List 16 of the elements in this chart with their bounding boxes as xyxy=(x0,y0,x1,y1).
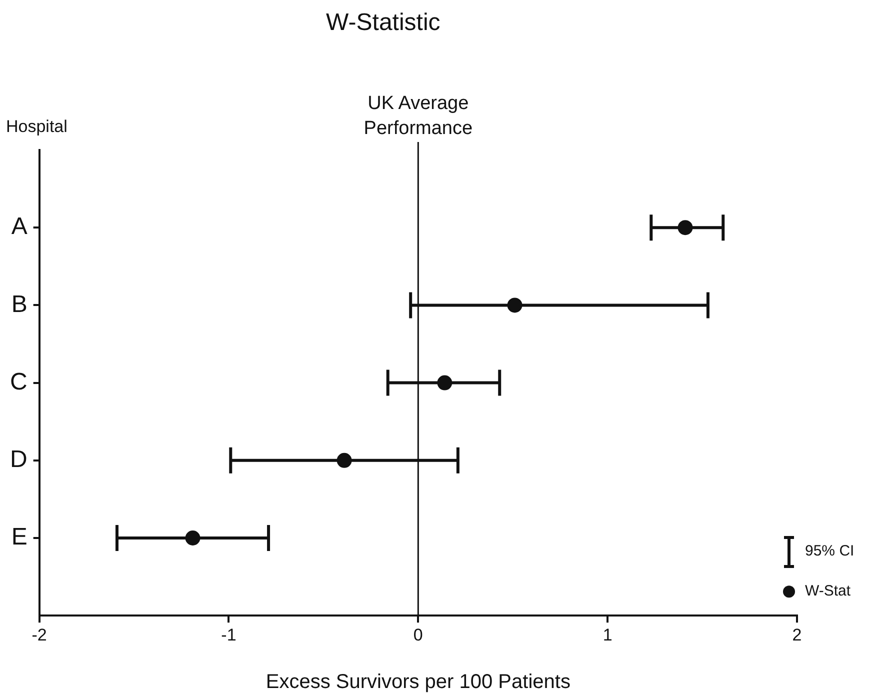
x-tick-label: 0 xyxy=(413,625,423,644)
ref-line-label: UK Average Performance xyxy=(364,93,473,139)
x-tick-label: -1 xyxy=(221,625,236,644)
y-tick-label: D xyxy=(10,446,28,474)
x-tick-label: 2 xyxy=(792,625,802,644)
x-axis-title: Excess Survivors per 100 Patients xyxy=(266,671,570,693)
legend-label: W-Stat xyxy=(805,582,852,600)
y-tick-label: E xyxy=(11,524,28,551)
x-tick-label: -2 xyxy=(32,625,47,644)
y-tick-label: B xyxy=(11,290,28,318)
y-axis-title: Hospital xyxy=(6,117,68,136)
x-tick-label: 1 xyxy=(602,625,612,644)
chart-title: W-Statistic xyxy=(326,9,440,36)
y-tick-label: A xyxy=(11,213,28,240)
text: 95% CI xyxy=(805,542,854,560)
y-tick-label: C xyxy=(10,368,28,396)
